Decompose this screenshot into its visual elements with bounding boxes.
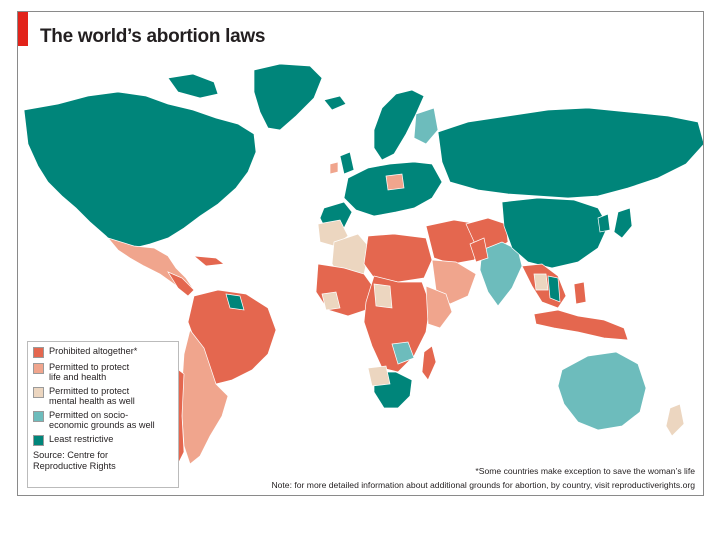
legend-label: Permitted to protect life and health bbox=[49, 362, 130, 382]
legend-item-least-restrictive: Least restrictive bbox=[33, 434, 174, 446]
region-madagascar bbox=[421, 345, 437, 381]
region-east-africa bbox=[425, 285, 453, 329]
map-legend: Prohibited altogether* Permitted to prot… bbox=[27, 341, 179, 488]
legend-label: Permitted on socio- economic grounds as … bbox=[49, 410, 155, 430]
legend-swatch-life-health bbox=[33, 363, 44, 374]
footnote-exception: *Some countries make exception to save t… bbox=[475, 466, 695, 476]
legend-item-life-health: Permitted to protect life and health bbox=[33, 362, 174, 382]
region-zambia bbox=[391, 341, 415, 365]
legend-label: Permitted to protect mental health as we… bbox=[49, 386, 135, 406]
region-libya-egypt bbox=[363, 233, 433, 283]
legend-swatch-mental-health bbox=[33, 387, 44, 398]
region-uk bbox=[339, 151, 355, 175]
legend-swatch-least-restrictive bbox=[33, 435, 44, 446]
legend-item-mental-health: Permitted to protect mental health as we… bbox=[33, 386, 174, 406]
legend-item-prohibited: Prohibited altogether* bbox=[33, 346, 174, 358]
legend-swatch-prohibited bbox=[33, 347, 44, 358]
legend-swatch-socio-economic bbox=[33, 411, 44, 422]
region-finland bbox=[413, 107, 439, 145]
region-central-africa-pale bbox=[373, 283, 393, 309]
region-namibia-botswana bbox=[367, 365, 391, 387]
map-figure: The world’s abortion laws bbox=[17, 11, 704, 496]
region-pakistan bbox=[469, 237, 489, 263]
map-title: The world’s abortion laws bbox=[40, 26, 266, 47]
region-philippines bbox=[573, 281, 587, 305]
legend-label: Prohibited altogether* bbox=[49, 346, 138, 356]
legend-item-socio-economic: Permitted on socio- economic grounds as … bbox=[33, 410, 174, 430]
region-west-africa-pale bbox=[321, 291, 341, 311]
region-arctic-islands bbox=[167, 73, 219, 99]
region-central-america-prohibited bbox=[167, 271, 195, 297]
region-indonesia bbox=[533, 309, 629, 341]
world-map bbox=[23, 63, 703, 466]
region-thailand-pale bbox=[533, 273, 549, 291]
region-new-zealand bbox=[665, 403, 685, 437]
region-russia bbox=[437, 107, 703, 199]
region-china bbox=[501, 197, 609, 269]
region-north-america bbox=[23, 91, 257, 249]
region-japan bbox=[613, 207, 633, 239]
region-vietnam bbox=[547, 275, 561, 303]
region-korea bbox=[597, 213, 611, 233]
region-ireland bbox=[329, 161, 339, 175]
footnote-note: Note: for more detailed information abou… bbox=[271, 480, 695, 490]
region-greenland bbox=[253, 63, 323, 131]
region-australia bbox=[557, 351, 647, 431]
legend-source: Source: Centre for Reproductive Rights bbox=[33, 450, 116, 471]
region-poland bbox=[385, 173, 405, 191]
legend-label: Least restrictive bbox=[49, 434, 114, 444]
region-guianas bbox=[225, 293, 245, 311]
accent-bar bbox=[18, 12, 28, 46]
region-iceland bbox=[323, 95, 347, 111]
region-india bbox=[479, 241, 523, 307]
region-caribbean bbox=[192, 255, 225, 267]
